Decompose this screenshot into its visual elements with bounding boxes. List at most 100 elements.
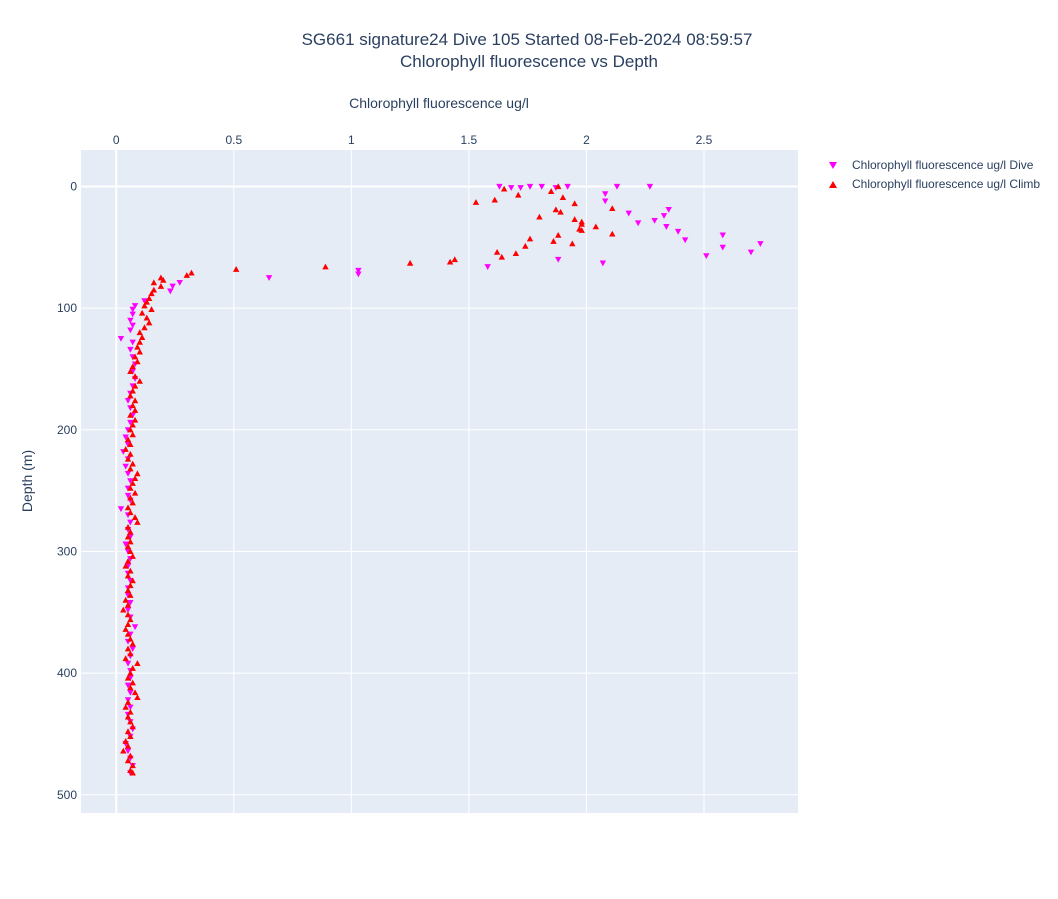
data-point bbox=[122, 463, 129, 470]
data-point bbox=[167, 288, 174, 295]
legend-item-climb[interactable]: Chlorophyll fluorescence ug/l Climb bbox=[829, 177, 1040, 191]
legend-marker-dive bbox=[829, 162, 837, 169]
data-point bbox=[143, 314, 151, 321]
legend-label-dive: Chlorophyll fluorescence ug/l Dive bbox=[852, 158, 1034, 172]
data-point bbox=[569, 240, 576, 247]
data-point bbox=[555, 183, 562, 190]
data-point bbox=[129, 431, 136, 438]
data-point bbox=[512, 250, 520, 257]
data-point bbox=[127, 689, 134, 696]
data-point bbox=[141, 298, 148, 305]
chart-subtitle: Chlorophyll fluorescence vs Depth bbox=[400, 52, 658, 71]
data-point bbox=[127, 368, 134, 375]
legend-item-dive[interactable]: Chlorophyll fluorescence ug/l Dive bbox=[829, 158, 1034, 172]
y-tick-label: 0 bbox=[70, 179, 77, 193]
data-point bbox=[681, 237, 689, 244]
data-point bbox=[472, 199, 480, 205]
x-tick-label: 0 bbox=[113, 133, 120, 147]
data-point bbox=[122, 626, 129, 632]
data-point bbox=[536, 213, 543, 220]
y-tick-label: 100 bbox=[57, 301, 77, 315]
data-point bbox=[124, 645, 132, 652]
data-point bbox=[757, 241, 764, 247]
data-point bbox=[124, 674, 132, 681]
data-point bbox=[122, 655, 129, 662]
data-point bbox=[500, 185, 508, 192]
data-point bbox=[124, 470, 132, 477]
data-point bbox=[134, 694, 141, 701]
data-point bbox=[517, 185, 524, 191]
data-point bbox=[550, 238, 557, 244]
data-point bbox=[145, 295, 153, 302]
data-point bbox=[129, 363, 136, 370]
data-point bbox=[538, 183, 545, 190]
data-point bbox=[124, 682, 132, 689]
data-point bbox=[124, 621, 132, 628]
x-tick-label: 0.5 bbox=[225, 133, 242, 147]
data-point bbox=[602, 191, 609, 197]
data-point bbox=[124, 757, 132, 764]
data-point bbox=[127, 346, 134, 353]
data-point bbox=[131, 475, 139, 482]
data-point bbox=[124, 523, 132, 530]
data-point bbox=[131, 624, 139, 631]
data-point bbox=[160, 276, 167, 283]
data-point bbox=[526, 235, 534, 242]
data-point bbox=[129, 306, 136, 313]
data-point bbox=[183, 272, 190, 278]
data-point bbox=[136, 377, 143, 384]
data-point bbox=[131, 353, 139, 360]
data-point bbox=[129, 577, 136, 584]
data-point bbox=[625, 210, 632, 217]
data-point bbox=[138, 309, 146, 316]
data-point bbox=[703, 253, 710, 260]
data-point bbox=[122, 703, 129, 710]
data-point bbox=[124, 504, 132, 511]
data-point bbox=[148, 306, 155, 312]
data-point bbox=[148, 290, 155, 297]
data-point bbox=[134, 343, 141, 350]
data-point bbox=[322, 263, 329, 270]
data-point bbox=[555, 256, 562, 263]
data-point bbox=[124, 607, 132, 614]
data-point bbox=[660, 213, 668, 219]
data-point bbox=[134, 519, 141, 525]
data-point bbox=[124, 611, 132, 618]
legend[interactable]: Chlorophyll fluorescence ug/l Dive Chlor… bbox=[829, 158, 1040, 191]
y-tick-label: 200 bbox=[57, 423, 77, 437]
legend-label-climb: Chlorophyll fluorescence ug/l Climb bbox=[852, 177, 1040, 191]
data-point bbox=[609, 205, 616, 211]
data-point bbox=[127, 635, 134, 642]
data-point bbox=[592, 223, 600, 230]
data-point bbox=[129, 553, 136, 559]
data-point bbox=[129, 679, 136, 686]
data-point bbox=[127, 548, 134, 555]
data-point bbox=[446, 258, 454, 265]
chart-title: SG661 signature24 Dive 105 Started 08-Fe… bbox=[302, 30, 753, 49]
data-point bbox=[127, 733, 134, 739]
data-point bbox=[127, 465, 134, 472]
data-point bbox=[127, 494, 134, 501]
data-point bbox=[129, 322, 136, 329]
x-axis-title: Chlorophyll fluorescence ug/l bbox=[349, 95, 529, 111]
data-point bbox=[127, 450, 134, 457]
data-point bbox=[124, 742, 132, 749]
grid-lines bbox=[81, 150, 798, 813]
data-point bbox=[131, 382, 139, 389]
data-point bbox=[127, 519, 134, 526]
data-point bbox=[127, 752, 134, 759]
data-point bbox=[484, 264, 491, 270]
data-point bbox=[124, 455, 132, 462]
data-point bbox=[355, 267, 362, 274]
data-point bbox=[124, 630, 132, 637]
data-point bbox=[122, 738, 129, 744]
data-point bbox=[124, 660, 132, 667]
data-point bbox=[129, 723, 136, 730]
data-point bbox=[131, 689, 139, 696]
data-point bbox=[646, 183, 654, 190]
data-point bbox=[127, 684, 134, 691]
data-point bbox=[129, 460, 136, 467]
data-point bbox=[265, 275, 273, 281]
data-point bbox=[522, 242, 529, 249]
